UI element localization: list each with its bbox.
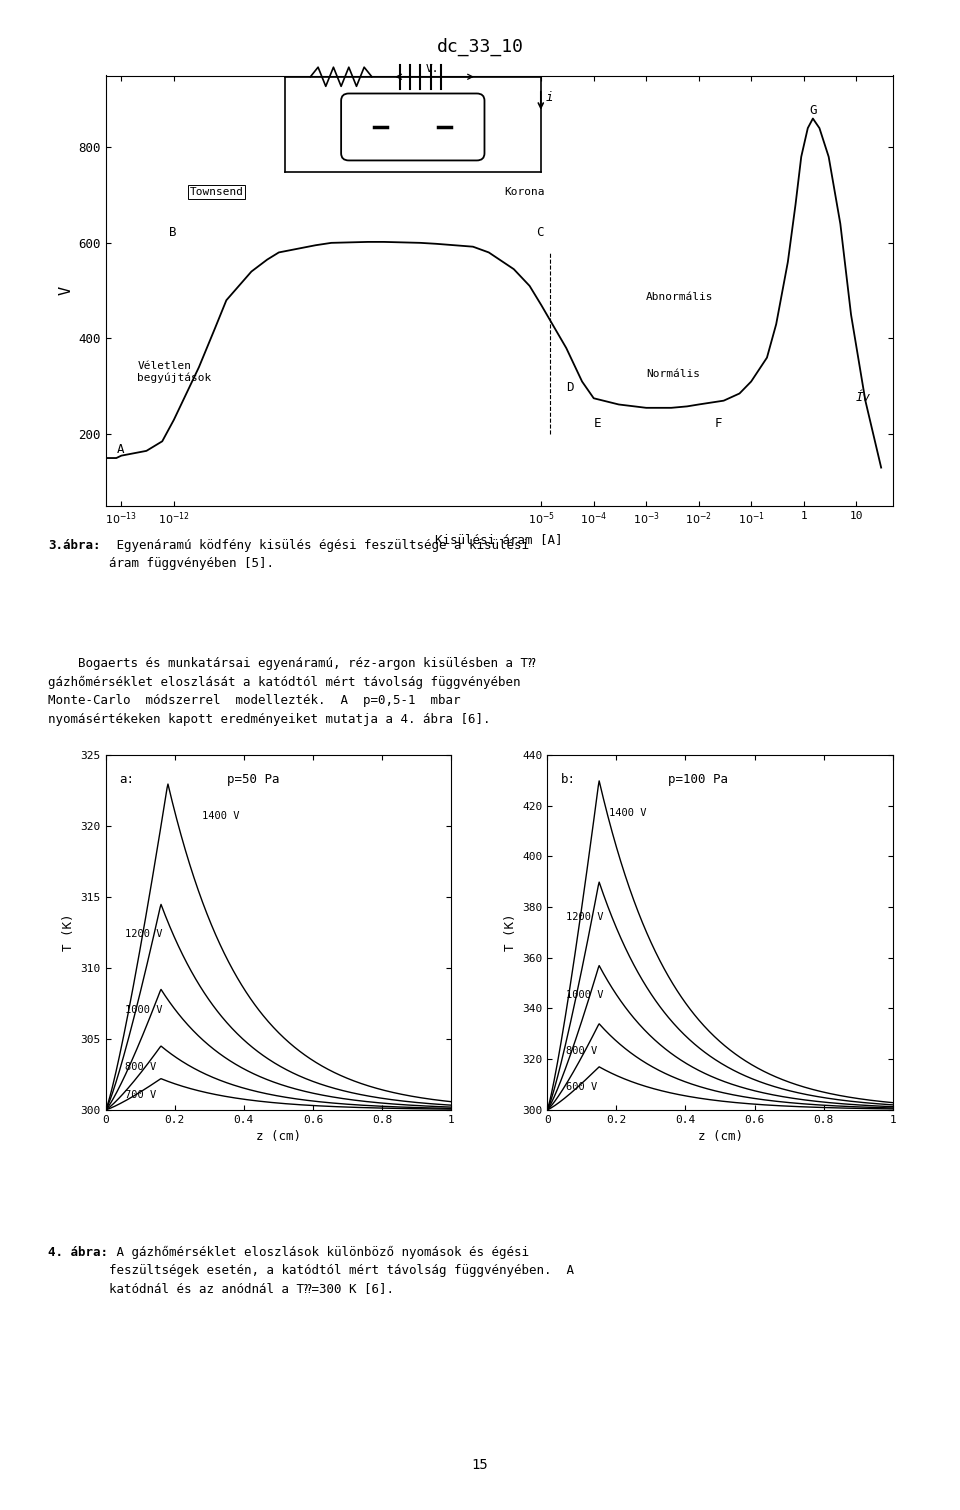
Text: 1200 V: 1200 V [566, 912, 604, 921]
Text: p=50 Pa: p=50 Pa [227, 773, 279, 785]
Text: D: D [566, 381, 574, 394]
Text: E: E [593, 417, 601, 430]
X-axis label: z (cm): z (cm) [698, 1131, 742, 1143]
Text: Townsend: Townsend [190, 187, 244, 196]
Y-axis label: T (K): T (K) [62, 914, 75, 951]
Text: Korona: Korona [505, 187, 545, 196]
Text: 1000 V: 1000 V [566, 991, 604, 1000]
Text: 800 V: 800 V [566, 1046, 597, 1055]
Text: B: B [169, 225, 177, 239]
Text: a:: a: [119, 773, 134, 785]
Text: 3.ábra:: 3.ábra: [48, 539, 101, 553]
Text: Egyenáramú ködfény kisülés égési feszültsége a kisülési
áram függvényében [5].: Egyenáramú ködfény kisülés égési feszült… [109, 539, 530, 571]
Text: i: i [546, 91, 553, 104]
Text: Véletlen
begyújtások: Véletlen begyújtások [137, 361, 211, 384]
Text: 600 V: 600 V [566, 1081, 597, 1092]
Text: V.: V. [425, 63, 439, 74]
Text: A gázhőmérséklet eloszlások különböző nyomások és égési
feszültségek esetén, a k: A gázhőmérséklet eloszlások különböző ny… [109, 1246, 574, 1296]
Text: dc_33_10: dc_33_10 [437, 38, 523, 56]
X-axis label: Kisülési áram [A]: Kisülési áram [A] [436, 533, 563, 547]
Text: G: G [809, 104, 817, 116]
X-axis label: z (cm): z (cm) [256, 1131, 300, 1143]
Text: F: F [714, 417, 722, 430]
Text: 1200 V: 1200 V [125, 929, 162, 939]
Text: Ív: Ív [856, 391, 871, 403]
Text: b:: b: [561, 773, 576, 785]
Text: Bogaerts és munkatársai egyenáramú, réz-argon kisülésben a T⁇
gázhőmérséklet elo: Bogaerts és munkatársai egyenáramú, réz-… [48, 657, 536, 726]
Y-axis label: V: V [60, 285, 74, 296]
Text: Abnormális: Abnormális [646, 293, 713, 302]
Text: C: C [536, 225, 543, 239]
Text: 1000 V: 1000 V [125, 1006, 162, 1015]
Text: p=100 Pa: p=100 Pa [668, 773, 728, 785]
Text: Normális: Normális [646, 368, 700, 379]
Text: A: A [116, 444, 124, 456]
Text: 1400 V: 1400 V [203, 811, 240, 821]
Text: 1400 V: 1400 V [610, 808, 647, 818]
Text: 15: 15 [471, 1459, 489, 1472]
Y-axis label: T (K): T (K) [504, 914, 516, 951]
Text: 4. ábra:: 4. ábra: [48, 1246, 108, 1259]
Text: 700 V: 700 V [125, 1090, 156, 1101]
Text: 800 V: 800 V [125, 1062, 156, 1072]
